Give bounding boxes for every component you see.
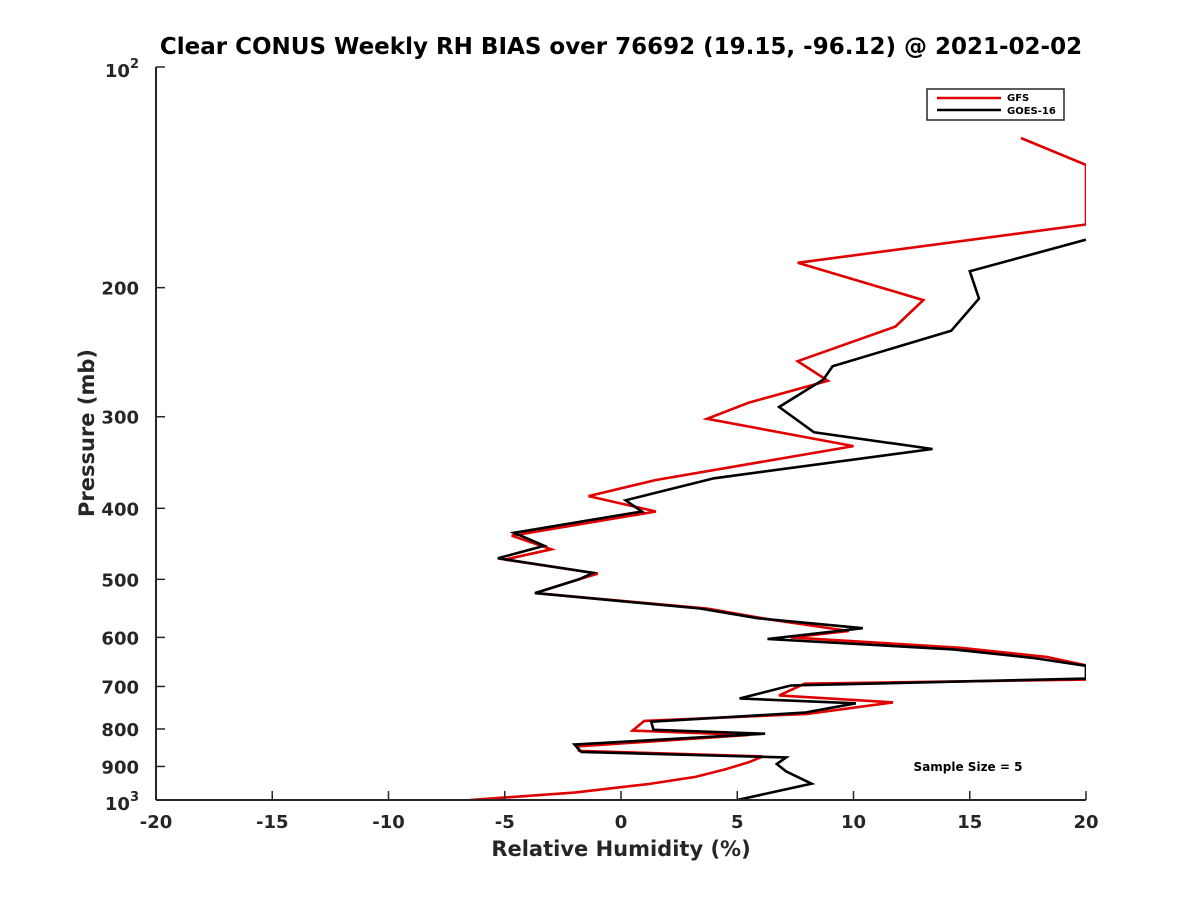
legend-box xyxy=(926,88,1065,121)
x-tick-label: -5 xyxy=(495,812,515,833)
x-tick-label: 10 xyxy=(841,812,866,833)
x-axis-ticks: -20 -15 -10 -5 0 5 10 15 20 xyxy=(140,791,1099,833)
series-line-goes16 xyxy=(497,238,1086,800)
x-tick-label: 0 xyxy=(615,812,628,833)
x-tick-label: 5 xyxy=(731,812,744,833)
y-top-base: 10 xyxy=(105,61,130,82)
y-top-exp: 2 xyxy=(130,57,139,72)
y-axis-top-label: 102 xyxy=(105,57,139,82)
y-axis-label: Pressure (mb) xyxy=(75,349,99,517)
y-tick-label: 600 xyxy=(101,628,139,649)
y-tick-label: 400 xyxy=(101,499,139,520)
y-bottom-base: 10 xyxy=(105,794,130,815)
plot-area xyxy=(155,67,1086,801)
y-axis-bottom-label: 103 xyxy=(105,790,139,815)
y-tick-label: 300 xyxy=(101,408,139,429)
chart-title: Clear CONUS Weekly RH BIAS over 76692 (1… xyxy=(160,34,1082,60)
y-tick-label: 900 xyxy=(101,757,139,778)
y-tick-label: 700 xyxy=(101,677,139,698)
svg-text:103: 103 xyxy=(105,790,139,815)
y-tick-label: 800 xyxy=(101,720,139,741)
legend-label-goes16: GOES-16 xyxy=(1007,106,1056,117)
y-tick-label: 200 xyxy=(101,279,139,300)
x-tick-label: 20 xyxy=(1073,812,1098,833)
y-tick-label: 500 xyxy=(101,570,139,591)
y-axis-ticks: 200 300 400 500 600 700 800 900 xyxy=(101,66,165,801)
x-tick-label: -20 xyxy=(140,812,173,833)
plot-frame xyxy=(156,67,1086,800)
legend: GFS GOES-16 xyxy=(926,88,1065,121)
series-layer xyxy=(469,136,1086,800)
x-tick-label: -15 xyxy=(256,812,289,833)
x-axis-label: Relative Humidity (%) xyxy=(491,837,750,861)
legend-label-gfs: GFS xyxy=(1007,93,1029,104)
x-tick-label: 15 xyxy=(957,812,982,833)
svg-text:102: 102 xyxy=(105,57,139,82)
sample-size-annotation: Sample Size = 5 xyxy=(914,760,1023,774)
y-bottom-exp: 3 xyxy=(130,790,139,805)
x-tick-label: -10 xyxy=(372,812,405,833)
